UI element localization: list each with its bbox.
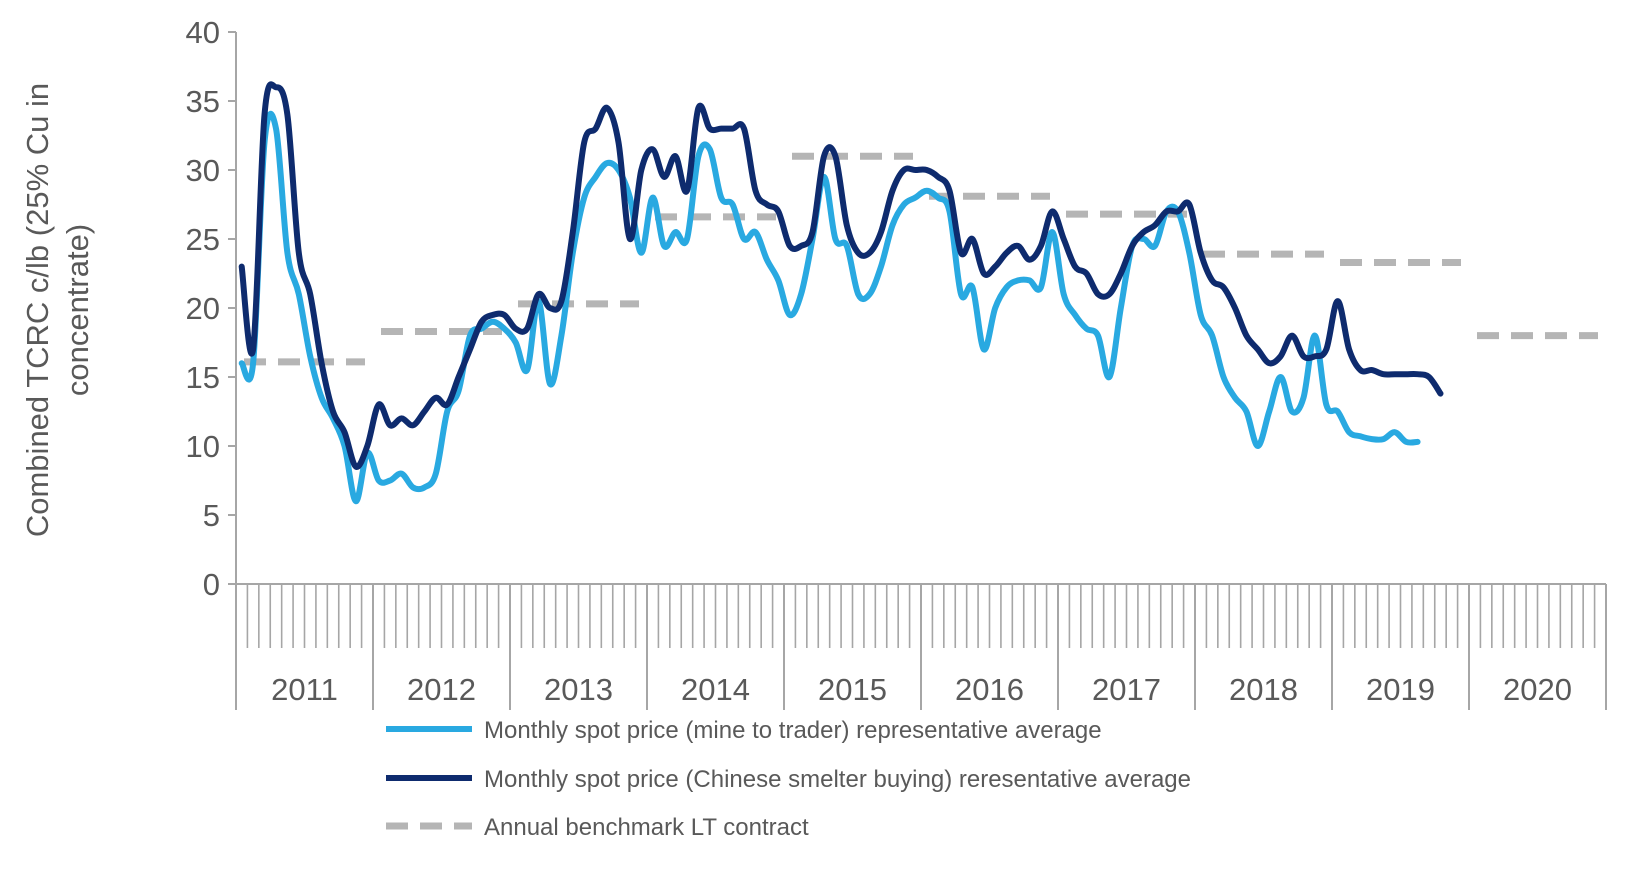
x-year-label: 2019: [1366, 672, 1435, 707]
y-tick-label: 15: [186, 360, 220, 395]
chinese-smelter-line: [238, 81, 1444, 470]
x-year-label: 2012: [407, 672, 476, 707]
y-tick-label: 20: [186, 291, 220, 326]
x-year-label: 2015: [818, 672, 887, 707]
x-year-label: 2020: [1503, 672, 1572, 707]
x-year-label: 2016: [955, 672, 1024, 707]
y-tick-label: 35: [186, 84, 220, 119]
legend-label-mine-to-trader: Monthly spot price (mine to trader) repr…: [484, 717, 1102, 744]
x-year-label: 2014: [681, 672, 750, 707]
x-year-label: 2013: [544, 672, 613, 707]
benchmark-series: [244, 152, 1598, 366]
y-axis-title-line-1: Combined TCRC c/lb (25% Cu in: [20, 83, 55, 537]
x-axis: 2011 2012 2013 2014 2015 2016 2017 2018 2019 2020: [235, 583, 1607, 710]
y-tick-label: 0: [203, 567, 220, 602]
x-year-label: 2011: [271, 672, 338, 707]
mine-to-trader-line: [238, 110, 1421, 505]
y-tick-label: 10: [186, 429, 220, 464]
x-year-label: 2017: [1092, 672, 1161, 707]
spot-price-series: [238, 81, 1444, 505]
y-tick-label: 5: [203, 498, 220, 533]
y-tick-label: 40: [186, 15, 220, 50]
y-axis-ticks: 0 5 10 15 20 25 30 35 40: [186, 15, 237, 602]
y-axis-title: Combined TCRC c/lb (25% Cu in concentrat…: [20, 83, 95, 537]
y-axis-title-line-2: concentrate): [60, 224, 95, 396]
legend-label-chinese-smelter: Monthly spot price (Chinese smelter buyi…: [484, 766, 1191, 793]
legend-label-benchmark: Annual benchmark LT contract: [484, 814, 809, 841]
y-tick-label: 25: [186, 222, 220, 257]
legend: Monthly spot price (mine to trader) repr…: [386, 717, 1191, 841]
x-year-label: 2018: [1229, 672, 1298, 707]
y-tick-label: 30: [186, 153, 220, 188]
